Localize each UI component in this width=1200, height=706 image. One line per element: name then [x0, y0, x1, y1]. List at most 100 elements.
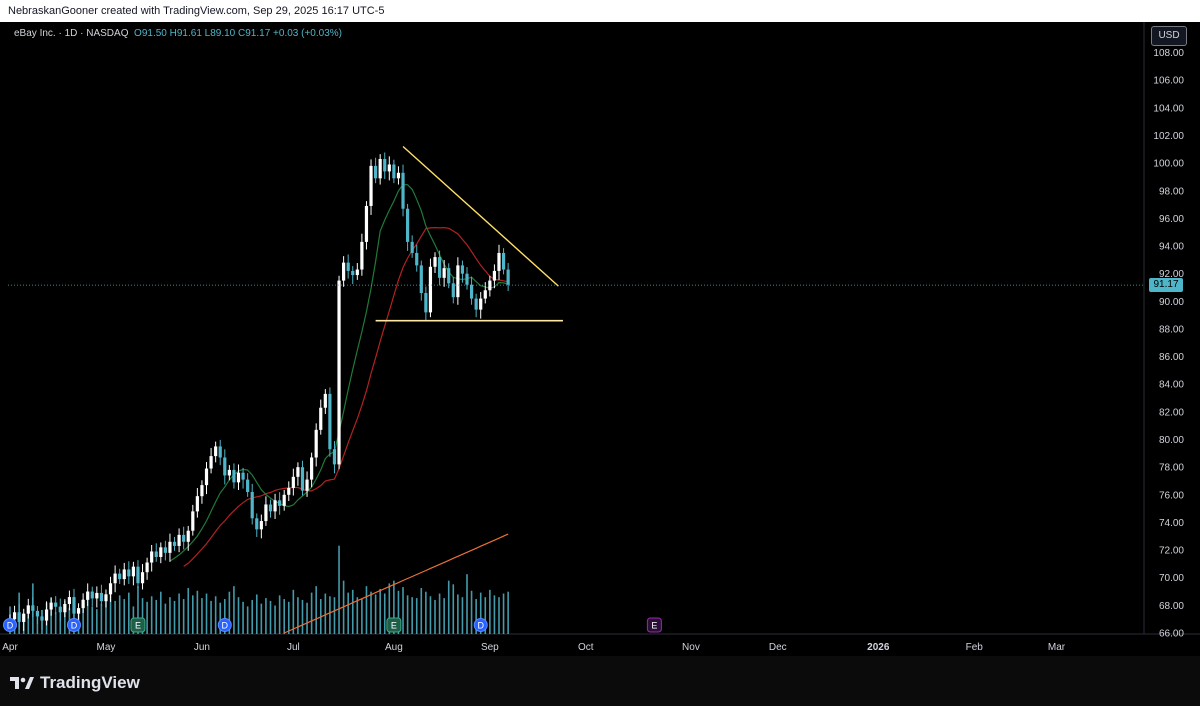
x-tick-label: Dec [769, 642, 787, 653]
y-tick-label: 104.00 [1153, 103, 1184, 114]
volume-bar [420, 588, 423, 634]
chart-area[interactable]: 66.00 68.00 70.00 72.00 74.00 76.00 78.00 80.00… [0, 22, 1200, 656]
candle [433, 257, 437, 267]
volume-bar [361, 599, 363, 634]
volume-bar [123, 599, 126, 634]
x-tick-label: Aug [385, 642, 403, 653]
candle [54, 602, 58, 607]
candle [405, 208, 410, 242]
volume-bar [347, 592, 349, 634]
volume-bar [479, 592, 482, 634]
event-badge-label: E [391, 621, 397, 631]
currency-button[interactable]: USD [1151, 26, 1187, 46]
volume-bar [489, 589, 491, 634]
candle [67, 597, 72, 604]
y-tick-label: 80.00 [1159, 435, 1184, 446]
symbol-legend: eBay Inc. · 1D · NASDAQ O91.50 H91.61 L8… [14, 28, 342, 39]
event-badge-dividend: D [217, 618, 232, 632]
volume-bar [210, 600, 212, 634]
volume-bar [370, 591, 372, 634]
volume-bar [82, 599, 84, 634]
x-tick-label: Nov [682, 642, 700, 653]
attribution-bar: NebraskanGooner created with TradingView… [0, 0, 1200, 22]
candle [150, 551, 154, 563]
candle [479, 298, 483, 310]
volume-bar [379, 588, 381, 634]
volume-bar [100, 603, 103, 634]
event-badge-label: E [135, 621, 141, 631]
volume-bar [228, 591, 231, 634]
volume-bar [114, 600, 116, 634]
candle [396, 172, 401, 179]
candle [232, 469, 236, 483]
volume-bar [406, 595, 409, 634]
volume-bar [182, 599, 185, 634]
y-tick-label: 74.00 [1159, 518, 1184, 529]
volume-bar [237, 597, 240, 634]
y-tick-label: 78.00 [1159, 463, 1184, 474]
candle [428, 266, 433, 313]
y-tick-label: 76.00 [1159, 490, 1184, 501]
volume-bar [64, 600, 66, 634]
volume-bar [301, 599, 304, 634]
volume-bar [425, 591, 427, 634]
volume-bar [109, 589, 112, 634]
candle [31, 605, 35, 611]
candle [44, 609, 49, 621]
volume-bar [265, 598, 267, 634]
candle [140, 572, 145, 584]
candle [223, 457, 227, 476]
volume-bar [388, 583, 391, 634]
volume-bar [287, 601, 290, 634]
candle [392, 164, 396, 179]
volume-bar [429, 596, 432, 634]
volume-bar [493, 595, 496, 634]
y-tick-label: 98.00 [1159, 186, 1184, 197]
volume-bar [86, 593, 89, 634]
candle [209, 456, 213, 469]
candle [360, 241, 364, 270]
tradingview-brand[interactable]: TradingView [10, 673, 140, 693]
volume-bar [251, 599, 254, 634]
brand-name: TradingView [40, 673, 140, 692]
candle [113, 573, 117, 584]
volume-bar [374, 594, 377, 634]
candle [346, 262, 350, 271]
volume-bar [27, 608, 30, 634]
y-tick-label: 66.00 [1159, 629, 1184, 640]
candle [163, 547, 167, 553]
ohlc-values: O91.50 H91.61 L89.10 C91.17 +0.03 (+0.03… [134, 28, 342, 39]
candle [314, 429, 318, 458]
candle [76, 608, 81, 614]
volume-bar [365, 586, 368, 634]
volume-bar [169, 597, 171, 634]
attribution-text: NebraskanGooner created with TradingView… [8, 5, 385, 17]
volume-bar [192, 595, 194, 634]
candle [104, 594, 108, 602]
candle [378, 158, 382, 179]
candle [218, 446, 222, 458]
candle [22, 613, 26, 622]
price-chart[interactable]: 66.00 68.00 70.00 72.00 74.00 76.00 78.00 80.00… [0, 22, 1200, 656]
volume-bar [383, 593, 386, 634]
y-tick-label: 102.00 [1153, 131, 1184, 142]
volume-bar [393, 580, 395, 634]
x-tick-label: 2026 [867, 642, 890, 653]
volume-bar [306, 602, 308, 634]
candle [332, 449, 337, 465]
candle [246, 479, 250, 493]
candle [291, 476, 295, 488]
candle [214, 446, 218, 457]
volume-bar [278, 595, 281, 634]
volume-bar [324, 593, 327, 634]
event-badge-label: D [477, 621, 484, 631]
candle [118, 573, 122, 580]
volume-bar [447, 580, 450, 634]
x-tick-label: Feb [966, 642, 984, 653]
candle [300, 467, 305, 491]
volume-bar [223, 599, 226, 634]
volume-bar [105, 597, 107, 634]
volume-bar [315, 586, 317, 634]
volume-bar [54, 611, 57, 634]
volume-bar [96, 609, 98, 634]
